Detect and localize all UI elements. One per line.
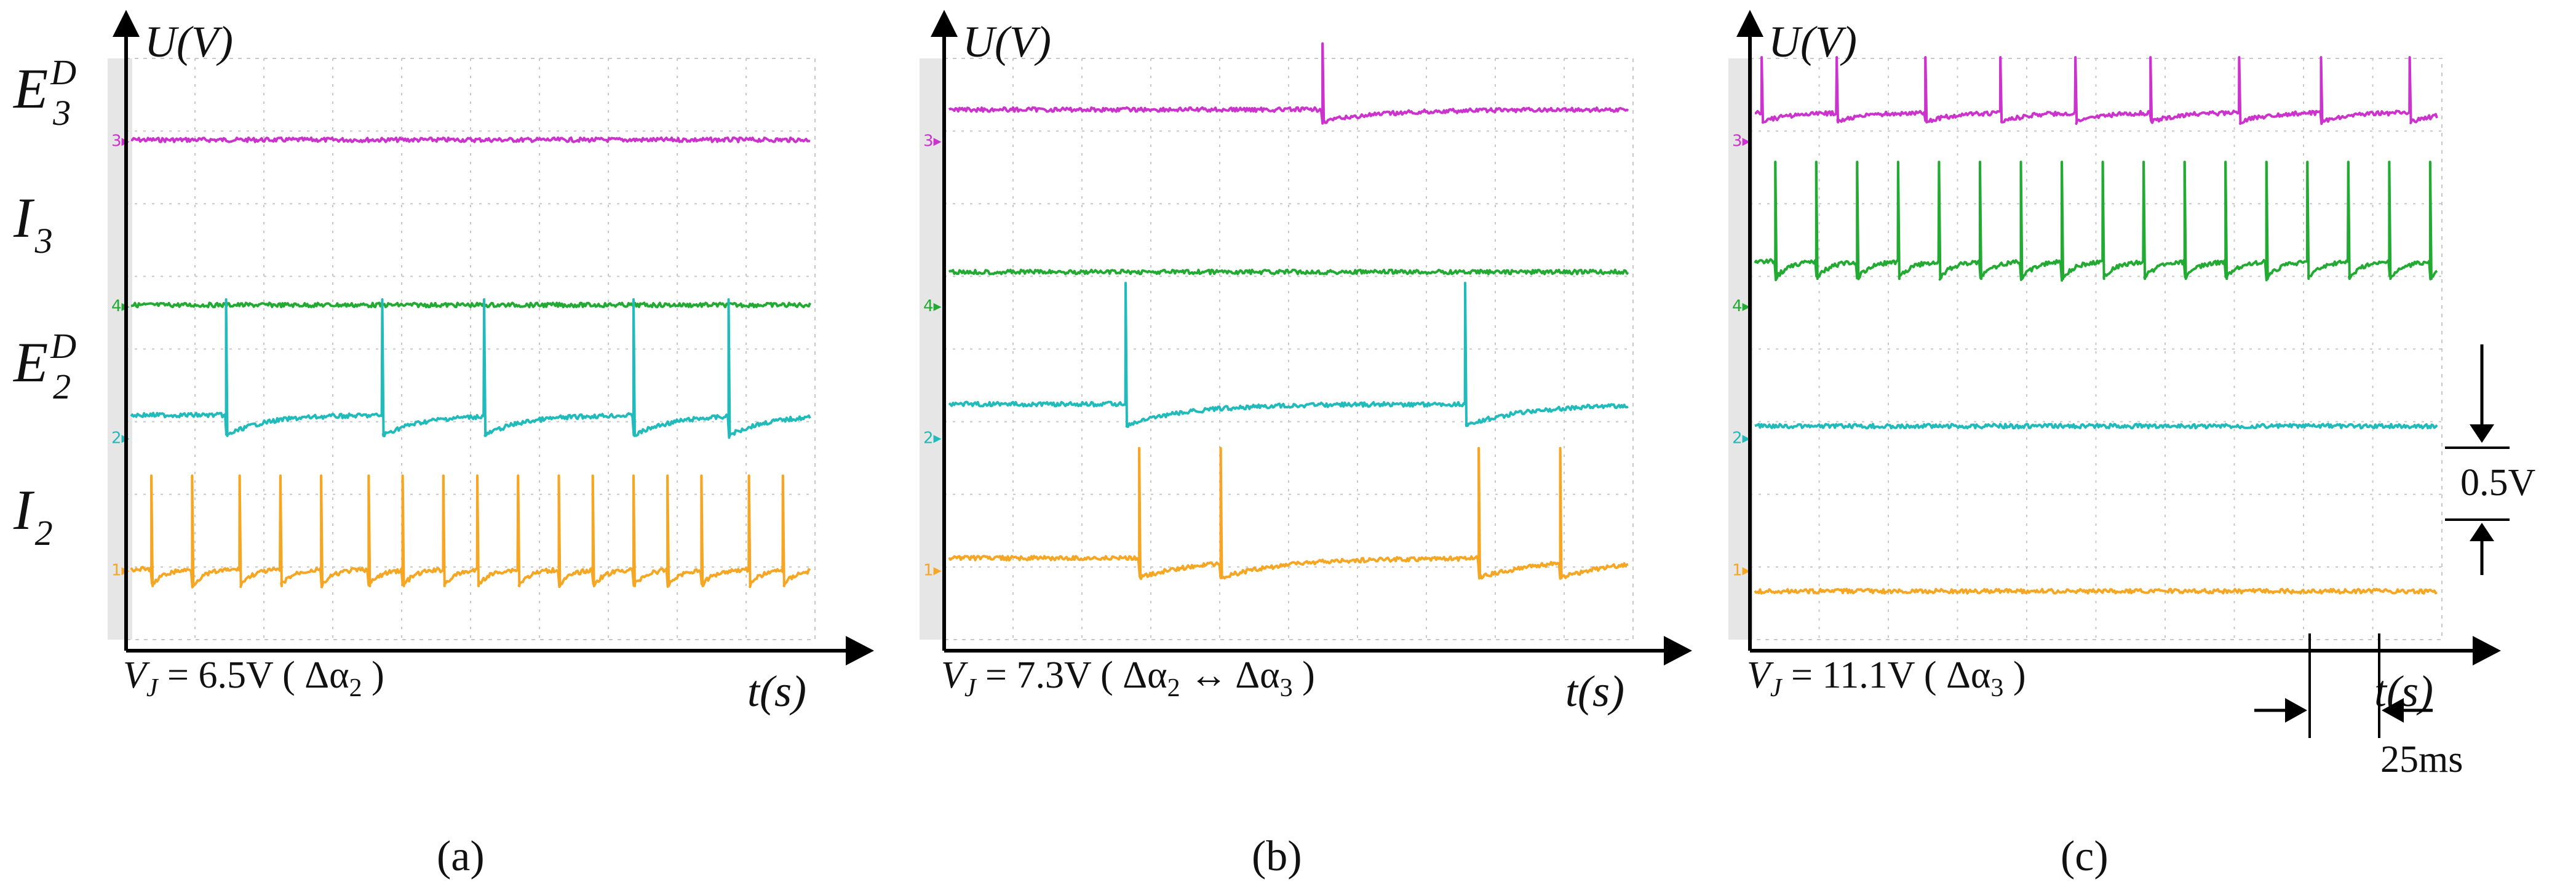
row-label-e3d: ED 3 — [12, 52, 76, 133]
row-label-sup: D — [50, 326, 76, 366]
time-arrowhead-right — [2382, 698, 2404, 723]
condition-label: VJ = 7.3V ( Δα2 ↔ Δα3 ) — [941, 654, 1315, 702]
trace-e3d — [948, 42, 1629, 125]
trace-i2 — [948, 446, 1629, 581]
x-axis-label: t(s) — [747, 667, 806, 716]
channel-marker-1: 1▸ — [1732, 562, 1751, 580]
y-axis-arrow — [931, 10, 958, 37]
y-axis-arrow — [1736, 10, 1763, 37]
trace-e2d — [948, 282, 1629, 428]
row-label-main: E — [12, 331, 48, 394]
channel-marker-2: 2▸ — [923, 429, 942, 448]
trace-i2 — [130, 474, 811, 589]
panel-c: 3▸4▸2▸1▸U(V)t(s)VJ = 11.1V ( Δα3 )(c)0.5… — [1728, 10, 2536, 880]
time-scale-label: 25ms — [2380, 739, 2463, 780]
row-label-i2: I2 — [13, 478, 53, 553]
panel-b: 3▸ 4▸ 2▸ 1▸ U(V) t(s) VJ = 7.3V ( Δα2 ↔ Δα3 ) (… — [920, 10, 1692, 880]
svg-text:I2: I2 — [13, 478, 53, 553]
y-axis-label: U(V) — [1768, 17, 1857, 66]
scale-arrowhead-top — [2470, 424, 2494, 443]
y-axis-arrow — [113, 10, 140, 37]
y-axis-label: U(V) — [963, 17, 1051, 66]
row-label-e2d: ED 2 — [12, 326, 76, 407]
trace-i3 — [1754, 161, 2438, 282]
trace-e3d — [1755, 56, 2438, 125]
trace-i2 — [1754, 587, 2438, 595]
svg-text:I3: I3 — [13, 186, 53, 261]
row-label-main: I — [13, 478, 35, 541]
row-label-i3: I3 — [13, 186, 53, 261]
row-label-sup: D — [50, 52, 76, 92]
x-axis-arrow — [1664, 636, 1692, 665]
svg-text:ED2: ED 2 — [12, 326, 76, 407]
panel-caption: (a) — [437, 833, 485, 880]
scale-arrowhead-bottom — [2470, 523, 2494, 541]
trace-e2d — [130, 298, 811, 439]
panel-caption: (c) — [2061, 833, 2109, 880]
channel-marker-3: 3▸ — [923, 132, 942, 150]
channel-marker-1: 1▸ — [923, 562, 942, 580]
channel-marker-3: 3▸ — [1732, 132, 1751, 150]
row-label-sub: 3 — [52, 93, 71, 133]
trace-i3 — [130, 301, 811, 309]
row-label-sub: 2 — [53, 367, 71, 407]
trace-e2d — [1754, 423, 2438, 430]
condition-label: VJ = 6.5V ( Δα2 ) — [123, 654, 384, 702]
voltage-scale-label: 0.5V — [2460, 462, 2536, 504]
x-axis-arrow — [846, 636, 874, 665]
scope-left-strip — [920, 58, 944, 640]
row-label-main: I — [13, 186, 35, 249]
panel-a: 3▸4▸2▸1▸U(V)t(s)VJ = 6.5V ( Δα2 )(a) — [108, 10, 874, 880]
row-label-sub: 2 — [35, 513, 53, 553]
channel-marker-4: 4▸ — [1732, 297, 1751, 316]
row-label-sub: 3 — [34, 221, 53, 261]
y-axis-label: U(V) — [145, 17, 233, 66]
trace-e3d — [130, 136, 811, 143]
x-axis-arrow — [2473, 636, 2501, 665]
condition-label: VJ = 11.1V ( Δα3 ) — [1747, 654, 2026, 702]
time-arrowhead-left — [2285, 698, 2307, 723]
row-label-main: E — [12, 57, 48, 120]
x-axis-label: t(s) — [1565, 667, 1624, 716]
trace-i3 — [948, 268, 1629, 276]
channel-marker-4: 4▸ — [923, 297, 942, 316]
svg-text:ED3: ED 3 — [12, 52, 76, 133]
panel-caption: (b) — [1252, 833, 1302, 880]
channel-marker-2: 2▸ — [1732, 429, 1751, 448]
